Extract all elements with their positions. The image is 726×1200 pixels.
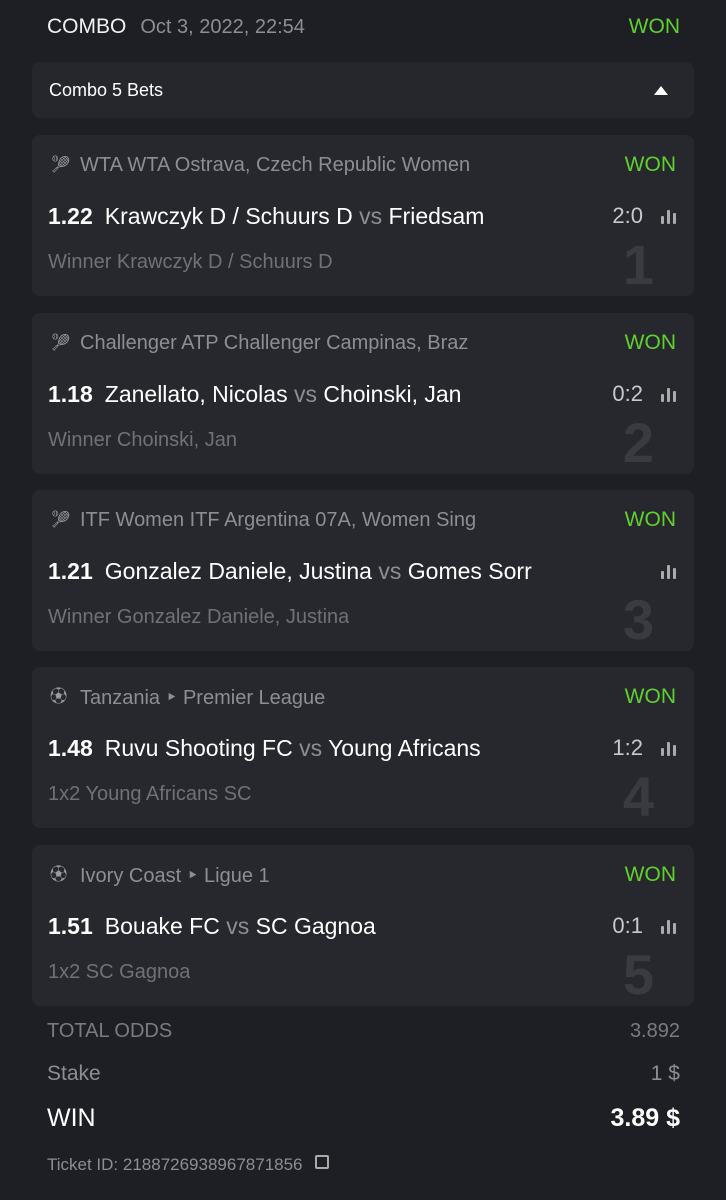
stats-icon[interactable] bbox=[661, 918, 676, 934]
stats-icon[interactable] bbox=[661, 563, 676, 579]
bet-card[interactable]: 2 🎾︎ Challenger ATP Challenger Campinas,… bbox=[32, 313, 694, 474]
bet-index: 4 bbox=[622, 765, 654, 828]
status-badge: WON bbox=[624, 153, 676, 176]
stake-value: 1 $ bbox=[650, 1062, 680, 1085]
soccer-ball-icon: ⚽︎ bbox=[50, 687, 67, 706]
team-home: Gonzalez Daniele, Justina bbox=[104, 557, 372, 584]
bet-category-row: 🎾︎ Challenger ATP Challenger Campinas, B… bbox=[50, 329, 676, 357]
bet-date: Oct 3, 2022, 22:54 bbox=[140, 15, 305, 38]
match-row: 1.18 Zanellato, Nicolas vs Choinski, Jan… bbox=[48, 377, 676, 411]
bet-category: Challenger ATP Challenger Campinas, Braz bbox=[80, 331, 469, 354]
team-away: Gomes Sorr bbox=[407, 557, 532, 584]
bet-card[interactable]: 1 🎾︎ WTA WTA Ostrava, Czech Republic Wom… bbox=[32, 135, 694, 296]
tennis-icon: 🎾︎ bbox=[50, 510, 72, 529]
triangle-up-icon bbox=[654, 85, 668, 95]
copy-icon[interactable] bbox=[314, 1155, 329, 1169]
match-teams: Zanellato, Nicolas vs Choinski, Jan bbox=[105, 381, 605, 408]
match-score: 2:0 bbox=[612, 203, 643, 228]
stake-row: Stake 1 $ bbox=[47, 1062, 680, 1086]
bet-category-row: ⚽︎ Tanzania ‣ Premier League WON bbox=[50, 683, 676, 711]
vs-label: vs bbox=[299, 734, 323, 761]
match-row: 1.22 Krawczyk D / Schuurs D vs Friedsam … bbox=[48, 199, 676, 233]
combo-toggle[interactable]: Combo 5 Bets bbox=[32, 62, 694, 118]
team-home: Krawczyk D / Schuurs D bbox=[104, 202, 353, 229]
team-home: Ruvu Shooting FC bbox=[104, 734, 293, 761]
stake-label: Stake bbox=[47, 1062, 101, 1085]
bet-type: COMBO bbox=[47, 15, 127, 38]
match-teams: Ruvu Shooting FC vs Young Africans bbox=[105, 735, 605, 762]
bet-pick: 1x2 Young Africans SC bbox=[48, 783, 252, 805]
total-odds-value: 3.892 bbox=[629, 1020, 680, 1042]
team-home: Bouake FC bbox=[104, 912, 220, 939]
match-teams: Bouake FC vs SC Gagnoa bbox=[105, 913, 605, 940]
combo-label: Combo 5 Bets bbox=[49, 79, 164, 100]
tennis-icon: 🎾︎ bbox=[50, 333, 72, 352]
win-label: WIN bbox=[47, 1104, 96, 1132]
match-score: 0:1 bbox=[612, 913, 643, 938]
bet-odds: 1.21 bbox=[48, 557, 93, 584]
match-score: 1:2 bbox=[612, 735, 643, 760]
bet-category: Tanzania ‣ Premier League bbox=[80, 686, 326, 709]
bet-pick: Winner Krawczyk D / Schuurs D bbox=[48, 251, 333, 273]
total-odds-label: TOTAL ODDS bbox=[47, 1020, 173, 1042]
bet-card[interactable]: 4 ⚽︎ Tanzania ‣ Premier League WON 1.48 … bbox=[32, 667, 694, 828]
bet-index: 2 bbox=[622, 411, 654, 474]
team-away: Young Africans bbox=[328, 734, 481, 761]
vs-label: vs bbox=[293, 380, 317, 407]
bet-category-row: 🎾︎ ITF Women ITF Argentina 07A, Women Si… bbox=[50, 506, 676, 534]
status-badge: WON bbox=[624, 331, 676, 354]
match-teams: Krawczyk D / Schuurs D vs Friedsam bbox=[105, 203, 605, 230]
vs-label: vs bbox=[226, 912, 250, 939]
stats-icon[interactable] bbox=[661, 386, 676, 402]
bet-odds: 1.48 bbox=[48, 734, 93, 761]
bet-category-row: ⚽︎ Ivory Coast ‣ Ligue 1 WON bbox=[50, 861, 676, 889]
team-home: Zanellato, Nicolas bbox=[104, 380, 288, 407]
bet-odds: 1.18 bbox=[48, 380, 93, 407]
team-away: SC Gagnoa bbox=[255, 912, 376, 939]
vs-label: vs bbox=[359, 202, 383, 229]
total-odds-row: TOTAL ODDS 3.892 bbox=[47, 1020, 680, 1043]
bet-index: 1 bbox=[622, 233, 654, 296]
bet-category-row: 🎾︎ WTA WTA Ostrava, Czech Republic Women… bbox=[50, 151, 676, 179]
status-badge: WON bbox=[624, 863, 676, 886]
bet-category: ITF Women ITF Argentina 07A, Women Sing bbox=[80, 508, 477, 531]
team-away: Choinski, Jan bbox=[323, 380, 462, 407]
bet-index: 5 bbox=[622, 943, 654, 1006]
match-score: 0:2 bbox=[612, 381, 643, 406]
bet-pick: Winner Gonzalez Daniele, Justina bbox=[48, 606, 350, 628]
match-row: 1.21 Gonzalez Daniele, Justina vs Gomes … bbox=[48, 554, 676, 588]
bet-odds: 1.51 bbox=[48, 912, 93, 939]
ticket-id: Ticket ID: 2188726938967871856 bbox=[47, 1155, 303, 1174]
tennis-icon: 🎾︎ bbox=[50, 155, 72, 174]
vs-label: vs bbox=[378, 557, 402, 584]
bet-card[interactable]: 5 ⚽︎ Ivory Coast ‣ Ligue 1 WON 1.51 Boua… bbox=[32, 845, 694, 1006]
status-badge: WON bbox=[624, 685, 676, 708]
bet-pick: 1x2 SC Gagnoa bbox=[48, 961, 191, 983]
status-badge: WON bbox=[628, 15, 680, 38]
soccer-ball-icon: ⚽︎ bbox=[50, 865, 67, 884]
match-row: 1.48 Ruvu Shooting FC vs Young Africans … bbox=[48, 731, 676, 765]
bet-index: 3 bbox=[622, 588, 654, 651]
win-row: WIN 3.89 $ bbox=[47, 1104, 680, 1133]
stats-icon[interactable] bbox=[661, 740, 676, 756]
ticket-row: Ticket ID: 2188726938967871856 bbox=[47, 1155, 680, 1175]
bet-card[interactable]: 3 🎾︎ ITF Women ITF Argentina 07A, Women … bbox=[32, 490, 694, 651]
match-teams: Gonzalez Daniele, Justina vs Gomes Sorr bbox=[105, 558, 617, 585]
bet-header: COMBO Oct 3, 2022, 22:54 WON bbox=[47, 12, 680, 42]
stats-icon[interactable] bbox=[661, 208, 676, 224]
bet-category: WTA WTA Ostrava, Czech Republic Women bbox=[80, 153, 471, 176]
win-value: 3.89 $ bbox=[610, 1104, 680, 1132]
match-row: 1.51 Bouake FC vs SC Gagnoa 0:1 bbox=[48, 909, 676, 943]
status-badge: WON bbox=[624, 508, 676, 531]
bet-pick: Winner Choinski, Jan bbox=[48, 429, 237, 451]
bet-odds: 1.22 bbox=[48, 202, 93, 229]
bet-category: Ivory Coast ‣ Ligue 1 bbox=[80, 864, 270, 887]
team-away: Friedsam bbox=[388, 202, 485, 229]
